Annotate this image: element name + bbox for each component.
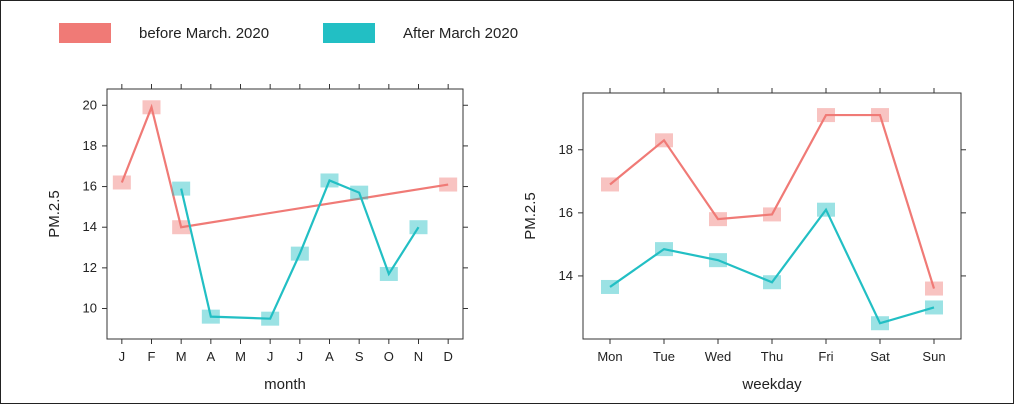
x-tick-label: J <box>297 349 304 364</box>
legend-item-before: before March. 2020 <box>59 23 269 43</box>
x-tick-label: J <box>267 349 274 364</box>
legend: before March. 2020 After March 2020 <box>1 1 1016 71</box>
series-before <box>601 108 943 296</box>
series-line <box>120 103 449 229</box>
legend-label-before: before March. 2020 <box>139 24 270 42</box>
y-tick-label: 18 <box>83 138 97 153</box>
x-tick-label: M <box>176 349 187 364</box>
x-tick-label: Wed <box>705 349 732 364</box>
y-tick-label: 20 <box>83 97 97 112</box>
x-axis-label: weekday <box>741 376 802 393</box>
chart-panel-2: Mon Tue Wed Thu Fri Sat Sun 14 16 18 weekday PM.2.5 <box>522 88 966 393</box>
plot-area-border <box>106 88 464 340</box>
y-tick-label: 18 <box>559 142 573 157</box>
y-tick-label: 16 <box>559 205 573 220</box>
x-tick-label: A <box>325 349 334 364</box>
x-tick-label: A <box>206 349 215 364</box>
x-tick-label: Tue <box>653 349 675 364</box>
legend-item-after: After March 2020 <box>323 23 518 43</box>
x-tick-label: Fri <box>818 349 833 364</box>
x-tick-label: J <box>119 349 126 364</box>
x-tick-label: F <box>148 349 156 364</box>
x-tick-label: S <box>355 349 364 364</box>
x-tick-label: Sat <box>870 349 890 364</box>
legend-label-after: After March 2020 <box>403 24 519 42</box>
y-axis-label: PM.2.5 <box>46 190 63 238</box>
legend-swatch-after <box>323 23 375 43</box>
series-line <box>609 207 935 325</box>
x-axis-label: month <box>264 376 306 393</box>
chart-panel-1: J F M A M J J A S O N D 10 12 14 16 18 20 month PM.2.5 <box>46 84 468 393</box>
x-tick-label: Thu <box>761 349 783 364</box>
series-after <box>601 202 943 331</box>
x-tick-label: M <box>235 349 246 364</box>
y-tick-label: 10 <box>83 301 97 316</box>
x-tick-label: Mon <box>597 349 622 364</box>
y-tick-label: 14 <box>559 268 573 283</box>
x-tick-label: Sun <box>922 349 945 364</box>
y-tick-label: 16 <box>83 179 97 194</box>
y-tick-label: 14 <box>83 219 97 234</box>
x-tick-label: D <box>443 349 452 364</box>
x-tick-label: O <box>384 349 394 364</box>
y-axis-label: PM.2.5 <box>522 192 539 240</box>
series-line <box>180 179 420 320</box>
series-line <box>609 113 936 289</box>
y-tick-label: 12 <box>83 260 97 275</box>
series-after <box>172 173 428 326</box>
series-before <box>112 100 458 235</box>
x-tick-label: N <box>414 349 423 364</box>
legend-swatch-before <box>59 23 111 43</box>
